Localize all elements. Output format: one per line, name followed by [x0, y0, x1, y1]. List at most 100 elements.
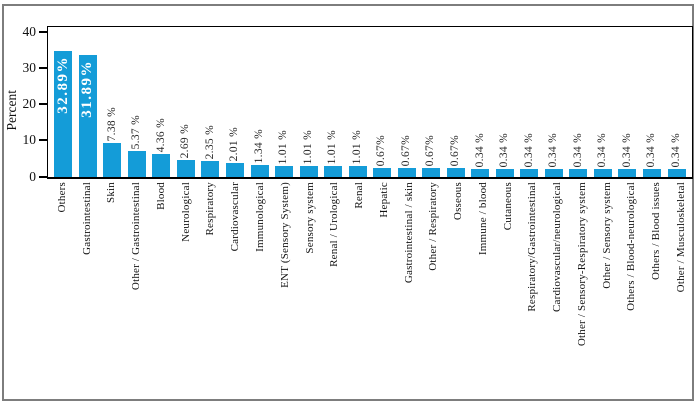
- bar-value-label-container: 31.89%: [76, 60, 101, 118]
- bar-column: 0.34 %: [468, 27, 493, 177]
- category-label: Cardiovascular: [229, 182, 242, 252]
- bar-column: 0.67%: [419, 27, 444, 177]
- bar-column: 0.67%: [370, 27, 395, 177]
- bar-column: 0.67%: [394, 27, 419, 177]
- bar-column: 0.34 %: [493, 27, 518, 177]
- category-label: Other / Musculoskeletal: [675, 182, 688, 293]
- y-tick-mark: [39, 103, 47, 106]
- bar-column: 2.69 %: [174, 27, 199, 177]
- category-label-cell: Hepatic: [372, 182, 397, 382]
- bar-value-label-container: 1.01 %: [321, 130, 346, 164]
- category-label: Other / Sensory-Respiratory system: [575, 182, 588, 347]
- bar: [446, 168, 465, 177]
- bar-value-label: 0.34 %: [571, 132, 584, 167]
- category-label-cell: Cardiovascular: [223, 182, 248, 382]
- bar-value-label: 5.37 %: [130, 114, 143, 149]
- bar: [324, 166, 343, 177]
- bar-value-label-container: 0.34 %: [591, 133, 616, 167]
- bar-value-label: 0.34 %: [473, 132, 486, 167]
- category-label-cell: Blood: [149, 182, 174, 382]
- bar: [593, 169, 612, 177]
- category-label: Blood: [154, 182, 167, 210]
- category-label-cell: Skin: [100, 182, 125, 382]
- bar-column: 0.67%: [444, 27, 469, 177]
- bar-column: 32.89%: [51, 27, 76, 177]
- category-label-cell: Respiratory: [199, 182, 224, 382]
- bar-value-label-container: 0.34 %: [640, 133, 665, 167]
- bar-column: 1.34 %: [247, 27, 272, 177]
- bar-value-label-container: 0.67%: [444, 135, 469, 166]
- category-label: Immunological: [254, 182, 266, 252]
- bar-value-label: 0.67%: [375, 134, 388, 166]
- category-label: Skin: [105, 182, 118, 203]
- bar-value-label: 0.34 %: [596, 132, 609, 167]
- bar-value-label-container: 0.34 %: [517, 133, 542, 167]
- y-tick-mark: [39, 30, 47, 33]
- category-label: ENT (Sensory System): [278, 182, 291, 288]
- y-tick-label: 30: [22, 59, 37, 75]
- y-tick-label: 10: [22, 132, 37, 148]
- bar-value-label-container: 0.34 %: [566, 133, 591, 167]
- bar-value-label-container: 2.35 %: [198, 125, 223, 159]
- bar: [495, 169, 514, 177]
- category-label-cell: Neurological: [174, 182, 199, 382]
- y-tick-label: 20: [22, 96, 37, 112]
- category-label: Hepatic: [377, 182, 390, 218]
- bar-value-label: 2.01 %: [228, 126, 241, 161]
- bar-value-label: 1.01 %: [326, 129, 339, 164]
- bar-value-label: 2.35 %: [203, 124, 216, 159]
- bar-value-label: 4.36 %: [154, 117, 167, 152]
- bar: [643, 169, 662, 177]
- bar-column: 5.37 %: [125, 27, 150, 177]
- bar: [422, 168, 441, 177]
- bar-value-label-container: 0.34 %: [468, 133, 493, 167]
- bar-value-label: 0.67%: [449, 134, 462, 166]
- bar-column: 1.01 %: [321, 27, 346, 177]
- bar: [569, 169, 588, 177]
- bar: [103, 143, 122, 177]
- bar-value-label-container: 0.67%: [419, 135, 444, 166]
- bar-value-label: 1.01 %: [350, 129, 363, 164]
- category-label-cell: Other / Musculoskeletal: [669, 182, 694, 382]
- category-label-cell: Immunological: [248, 182, 273, 382]
- bar-value-label: 2.69 %: [179, 123, 192, 158]
- bar-value-label: 1.34 %: [252, 128, 265, 163]
- bar-value-label-container: 2.01 %: [223, 127, 248, 161]
- bar-value-label-container: 0.34 %: [493, 133, 518, 167]
- bars-container: 32.89% 31.89% 7.38 % 5.37 % 4.36 % 2.69 % 2.35…: [48, 27, 692, 177]
- category-label-cell: Respiratory/Gastrointestinal: [521, 182, 546, 382]
- bar-column: 1.01 %: [296, 27, 321, 177]
- y-tick-mark: [39, 175, 47, 178]
- category-label-cell: Osseous: [446, 182, 471, 382]
- category-label-cell: Immune / blood: [471, 182, 496, 382]
- bar-value-label: 0.34 %: [522, 132, 535, 167]
- category-label: Others / Blood-neurological: [625, 182, 638, 311]
- bar-value-label-container: 1.34 %: [247, 129, 272, 163]
- bar-value-label-container: 0.34 %: [615, 133, 640, 167]
- bar-column: 0.34 %: [566, 27, 591, 177]
- category-label-cell: Others: [50, 182, 75, 382]
- bar-value-label-container: 0.67%: [394, 135, 419, 166]
- x-axis-category-labels: Others Gastrointestinal Skin Other / Gastro…: [47, 182, 697, 382]
- bar-column: 0.34 %: [615, 27, 640, 177]
- category-label: Renal: [353, 182, 366, 209]
- bar-column: 2.35 %: [198, 27, 223, 177]
- category-label-cell: Renal: [347, 182, 372, 382]
- category-label: Other / Gastrointestinal: [130, 182, 143, 291]
- bar-value-label: 32.89%: [54, 56, 71, 114]
- category-label-cell: Others / Blood-neurological: [620, 182, 645, 382]
- bar-value-label-container: 32.89%: [51, 56, 76, 114]
- category-label: Others: [55, 182, 68, 213]
- category-label: Neurological: [179, 182, 192, 242]
- category-label-cell: Other / Respiratory: [421, 182, 446, 382]
- bar-column: 0.34 %: [640, 27, 665, 177]
- category-label: Cardiovascular/neurological: [551, 182, 564, 313]
- bar: [250, 165, 269, 177]
- bar: [471, 169, 490, 177]
- category-label-cell: Renal / Urological: [322, 182, 347, 382]
- category-label: Sensory system: [303, 182, 316, 254]
- bar-column: 0.34 %: [664, 27, 689, 177]
- category-label: Cutaneous: [501, 182, 514, 231]
- category-label: Others / Blood issues: [650, 182, 663, 281]
- bar: [397, 168, 416, 177]
